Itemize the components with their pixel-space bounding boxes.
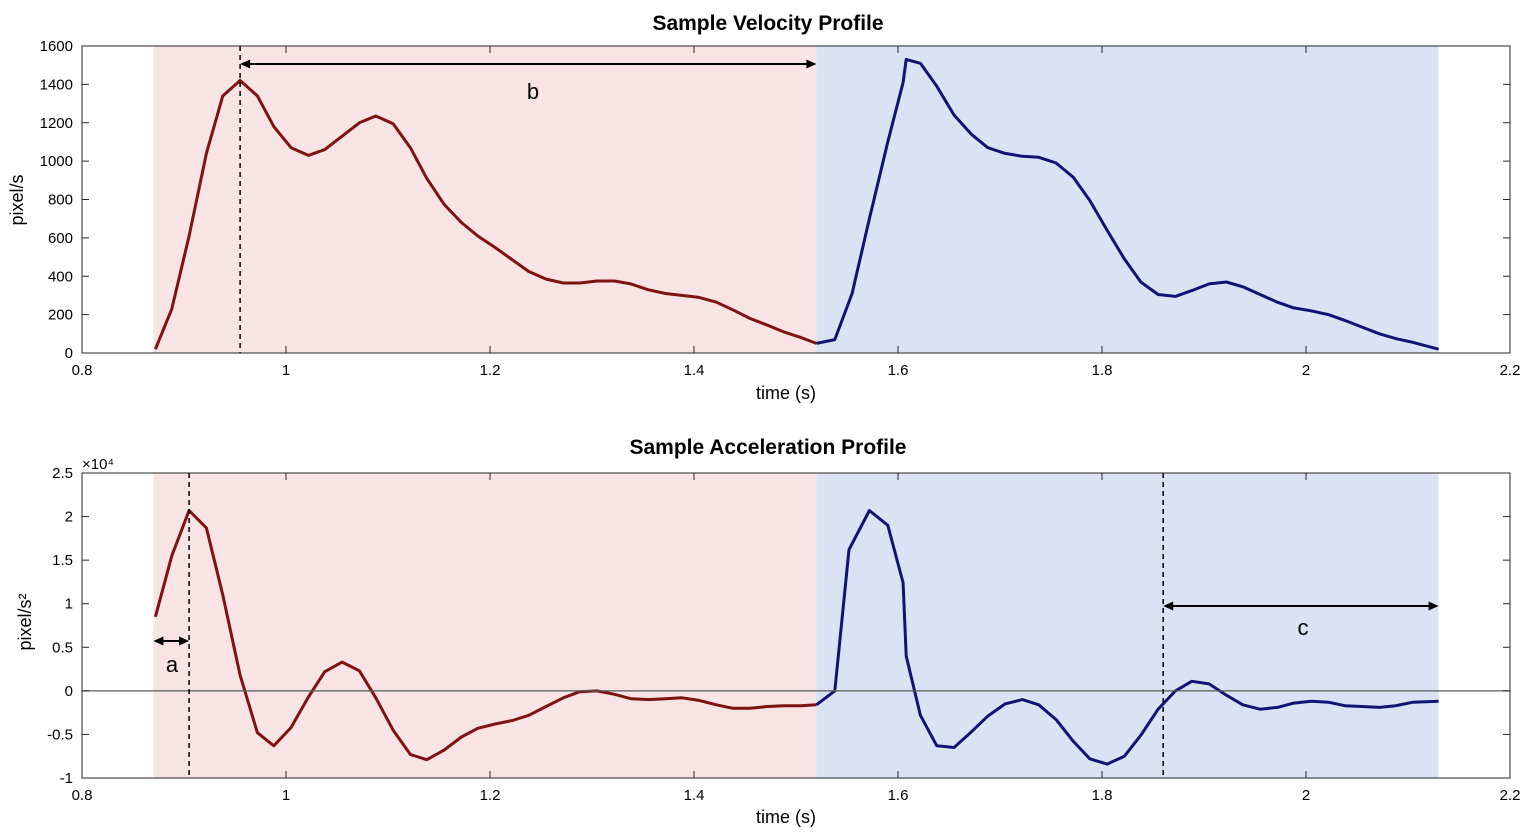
acceleration-y-tick-label: 1 <box>65 596 73 613</box>
acceleration-y-axis-label: pixel/s² <box>15 593 35 650</box>
acceleration-x-tick-label: 1.2 <box>480 787 501 804</box>
annotation-b: b <box>527 79 539 104</box>
acceleration-y-tick-label: -0.5 <box>47 726 73 743</box>
acceleration-chart-title: Sample Acceleration Profile <box>630 436 907 459</box>
annotation-c: c <box>1298 615 1309 640</box>
velocity-y-tick-label: 1600 <box>40 38 73 55</box>
acceleration-x-tick-label: 1.4 <box>684 787 705 804</box>
velocity-y-axis-label: pixel/s <box>7 174 27 225</box>
acceleration-y-tick-label: -1 <box>60 770 73 787</box>
velocity-chart-title: Sample Velocity Profile <box>652 12 883 35</box>
velocity-x-tick-label: 1.4 <box>684 362 705 379</box>
velocity-y-tick-label: 800 <box>48 192 73 209</box>
velocity-x-tick-label: 0.8 <box>72 362 93 379</box>
acceleration-region-2 <box>816 473 1438 778</box>
velocity-x-tick-label: 1.6 <box>888 362 909 379</box>
velocity-x-tick-label: 1.8 <box>1092 362 1113 379</box>
acceleration-x-tick-label: 0.8 <box>72 787 93 804</box>
acceleration-y-tick-label: 1.5 <box>52 552 73 569</box>
velocity-region-2 <box>816 46 1438 353</box>
acceleration-x-tick-label: 2.2 <box>1500 787 1521 804</box>
velocity-y-tick-label: 400 <box>48 268 73 285</box>
velocity-x-tick-label: 2 <box>1302 362 1310 379</box>
acceleration-y-tick-label: 2.5 <box>52 465 73 482</box>
velocity-x-tick-label: 1 <box>282 362 290 379</box>
velocity-y-tick-label: 600 <box>48 230 73 247</box>
acceleration-y-tick-label: 2 <box>65 509 73 526</box>
annotation-a: a <box>166 652 179 677</box>
acceleration-x-tick-label: 2 <box>1302 787 1310 804</box>
velocity-chart: 0.8 1 1.2 1.4 1.6 1.8 2 2.2 0 200 400 600 800 1000 12… <box>7 12 1520 403</box>
velocity-y-tick-label: 1400 <box>40 76 73 93</box>
velocity-y-tick-label: 1000 <box>40 153 73 170</box>
acceleration-y-tick-label: 0.5 <box>52 639 73 656</box>
velocity-x-tick-label: 2.2 <box>1500 362 1521 379</box>
velocity-x-axis-label: time (s) <box>756 383 816 403</box>
acceleration-x-axis-label: time (s) <box>756 807 816 827</box>
acceleration-y-exponent-label: ×10⁴ <box>82 456 114 473</box>
velocity-x-tick-label: 1.2 <box>480 362 501 379</box>
velocity-y-tick-label: 200 <box>48 307 73 324</box>
acceleration-x-tick-label: 1 <box>282 787 290 804</box>
acceleration-y-tick-label: 0 <box>65 683 73 700</box>
velocity-y-tick-label: 0 <box>65 345 73 362</box>
acceleration-x-tick-label: 1.6 <box>888 787 909 804</box>
velocity-y-tick-label: 1200 <box>40 115 73 132</box>
acceleration-chart: 0.811.21.41.61.822.2 -1-0.500.511.522.5 … <box>15 436 1520 827</box>
acceleration-x-tick-label: 1.8 <box>1092 787 1113 804</box>
acceleration-region-1 <box>153 473 816 778</box>
